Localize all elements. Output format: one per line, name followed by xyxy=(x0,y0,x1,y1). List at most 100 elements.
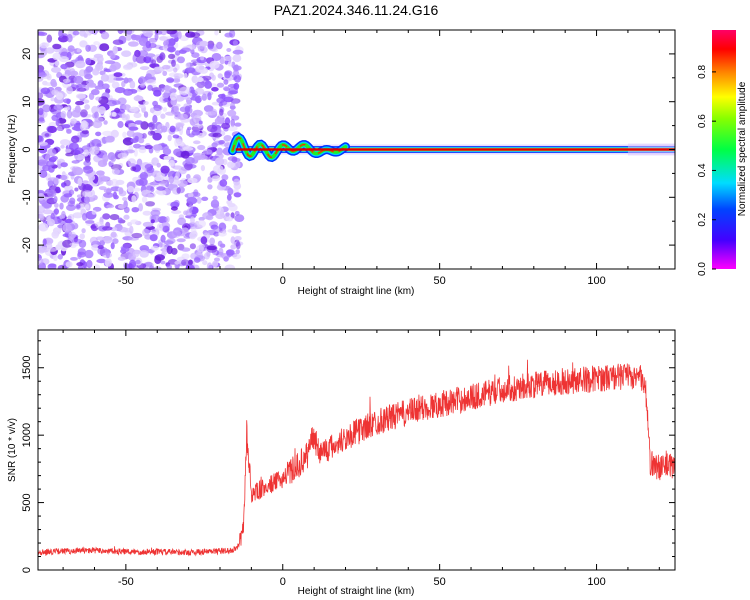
noise-speckle xyxy=(47,242,53,250)
noise-speckle xyxy=(59,56,69,63)
noise-speckle xyxy=(73,75,84,84)
noise-speckle xyxy=(216,41,223,50)
noise-speckle xyxy=(173,105,180,113)
noise-speckle xyxy=(76,262,84,267)
noise-speckle xyxy=(153,104,163,111)
noise-speckle xyxy=(67,45,75,52)
noise-speckle xyxy=(186,173,191,180)
noise-speckle xyxy=(51,81,58,88)
noise-speckle xyxy=(157,190,167,196)
noise-speckle xyxy=(217,231,227,237)
noise-speckle xyxy=(103,236,113,244)
noise-speckle xyxy=(212,195,218,201)
noise-speckle xyxy=(142,228,150,237)
noise-speckle xyxy=(76,204,81,209)
noise-speckle xyxy=(94,85,105,90)
noise-speckle xyxy=(193,257,201,263)
noise-speckle xyxy=(202,260,208,266)
noise-speckle xyxy=(196,196,202,204)
noise-speckle xyxy=(106,99,117,107)
noise-speckle xyxy=(160,234,166,243)
noise-speckle xyxy=(138,76,146,84)
noise-speckle xyxy=(54,60,60,66)
noise-speckle xyxy=(133,148,138,157)
noise-speckle xyxy=(195,82,206,87)
x-tick-label: -50 xyxy=(118,576,134,588)
noise-speckle xyxy=(102,213,111,220)
noise-speckle xyxy=(128,123,134,128)
noise-speckle xyxy=(76,48,81,53)
noise-speckle xyxy=(45,47,55,54)
noise-speckle xyxy=(223,79,229,85)
noise-speckle xyxy=(126,30,133,35)
noise-speckle xyxy=(207,43,214,50)
noise-speckle xyxy=(138,137,145,144)
noise-speckle xyxy=(81,129,89,135)
noise-speckle xyxy=(38,205,45,214)
noise-speckle xyxy=(114,87,126,94)
noise-speckle xyxy=(128,259,137,268)
noise-speckle xyxy=(112,39,124,45)
noise-speckle xyxy=(131,207,140,213)
noise-speckle xyxy=(82,213,88,221)
noise-speckle xyxy=(188,192,194,198)
noise-speckle xyxy=(162,64,171,70)
noise-speckle xyxy=(210,199,220,208)
noise-speckle xyxy=(211,142,218,148)
noise-speckle xyxy=(76,83,86,88)
noise-speckle xyxy=(99,70,106,76)
noise-speckle xyxy=(222,86,230,91)
noise-speckle xyxy=(234,160,241,169)
noise-speckle xyxy=(68,142,79,151)
noise-speckle xyxy=(221,122,231,130)
noise-speckle xyxy=(223,135,232,142)
snr-content xyxy=(38,359,675,557)
noise-speckle xyxy=(150,245,159,251)
noise-speckle xyxy=(156,186,166,191)
noise-speckle xyxy=(117,256,126,261)
noise-speckle xyxy=(226,48,232,52)
spectrogram-y-axis-title: Frequency (Hz) xyxy=(7,115,18,184)
noise-speckle xyxy=(55,244,61,251)
noise-speckle xyxy=(177,217,187,226)
noise-speckle xyxy=(82,190,93,197)
noise-speckle xyxy=(166,238,176,244)
noise-speckle xyxy=(145,53,156,58)
noise-speckle xyxy=(162,70,168,77)
colorbar-gradient xyxy=(712,30,736,269)
noise-speckle xyxy=(47,263,57,269)
noise-speckle xyxy=(94,111,99,119)
noise-speckle xyxy=(188,204,194,212)
noise-speckle xyxy=(175,149,181,157)
noise-speckle xyxy=(66,98,71,105)
noise-speckle xyxy=(206,124,218,133)
noise-speckle xyxy=(70,118,78,124)
noise-speckle xyxy=(64,218,73,224)
noise-speckle xyxy=(199,40,209,47)
noise-speckle xyxy=(83,196,90,205)
noise-speckle xyxy=(168,176,175,184)
noise-speckle xyxy=(190,216,195,224)
noise-speckle xyxy=(77,248,86,255)
noise-speckle xyxy=(221,174,229,181)
noise-speckle xyxy=(114,107,121,114)
y-tick-label: 0 xyxy=(21,567,33,573)
noise-speckle xyxy=(186,197,198,205)
noise-speckle xyxy=(200,56,205,61)
noise-speckle xyxy=(117,152,128,159)
noise-speckle xyxy=(226,194,232,201)
noise-speckle xyxy=(110,242,115,250)
noise-speckle xyxy=(232,49,244,55)
noise-speckle xyxy=(133,95,144,102)
noise-speckle xyxy=(148,121,155,131)
noise-speckle xyxy=(80,109,88,118)
noise-speckle xyxy=(121,112,126,119)
noise-speckle xyxy=(40,87,51,95)
noise-speckle xyxy=(46,189,57,198)
noise-speckle xyxy=(88,174,96,181)
noise-speckle xyxy=(160,113,166,119)
noise-speckle xyxy=(206,251,211,257)
noise-speckle xyxy=(47,125,57,134)
noise-speckle xyxy=(174,50,181,56)
noise-speckle xyxy=(118,187,124,195)
